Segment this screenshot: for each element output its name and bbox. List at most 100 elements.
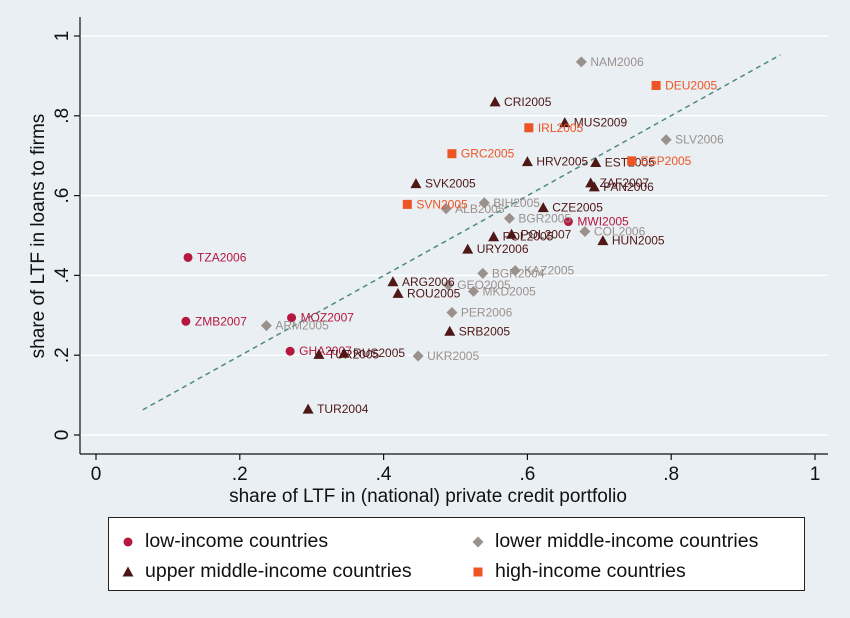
plot-area: [80, 17, 828, 454]
data-point-rou2005: [392, 287, 404, 298]
point-label: SVK2005: [425, 177, 476, 191]
legend-label: high-income countries: [495, 560, 686, 582]
legend-item: low-income countries: [121, 530, 328, 553]
point-label: URY2006: [477, 242, 529, 256]
legend-item: upper middle-income countries: [121, 560, 412, 583]
legend: low-income countries lower middle-income …: [108, 517, 805, 591]
y-axis-title: share of LTF in loans to firms: [28, 114, 49, 359]
point-label: MWI2005: [577, 215, 629, 229]
point-label: BGR2004: [492, 266, 545, 280]
data-point-mwi2005: [563, 217, 573, 227]
point-label: POL2005: [503, 230, 554, 244]
data-point-srb2005: [444, 325, 456, 336]
x-tick-label: .8: [663, 464, 679, 485]
data-point-mus2009: [559, 117, 571, 128]
x-tick-label: .4: [376, 464, 392, 485]
y-tick-label: .8: [52, 108, 73, 124]
point-label: GHA2007: [299, 344, 352, 358]
data-point-tza2006: [183, 252, 193, 262]
legend-label: upper middle-income countries: [145, 560, 412, 582]
x-tick-label: .6: [519, 464, 535, 485]
data-point-col2006: [579, 226, 591, 238]
data-point-pan2006: [588, 181, 600, 192]
data-point-rus2005: [338, 347, 350, 358]
y-tick-label: .2: [52, 347, 73, 363]
point-label: SVN2005: [416, 197, 468, 211]
point-label: RUS2005: [353, 346, 405, 360]
point-label: TUR2005: [328, 347, 380, 361]
x-axis-ticks: 0 .2 .4 .6 .8 1: [91, 454, 820, 485]
fit-line: [142, 54, 781, 411]
data-point-est2005: [590, 156, 602, 167]
data-point-esp2005: [627, 156, 637, 166]
data-point-alb2005: [440, 203, 452, 215]
square-marker-icon: [473, 567, 483, 576]
data-point-irl2005: [524, 123, 534, 133]
data-point-deu2005: [651, 80, 661, 90]
point-label: BIH2005: [493, 196, 540, 210]
point-label: MKD2005: [482, 284, 536, 298]
point-label: NAM2006: [590, 55, 644, 69]
circle-marker-icon: [123, 537, 133, 546]
point-label: ESP2005: [641, 154, 692, 168]
point-label: ARG2006: [402, 275, 455, 289]
point-label: BGR2005: [518, 211, 571, 225]
data-point-ury2006: [462, 243, 474, 254]
point-label: DEU2005: [665, 78, 717, 92]
point-label: KAZ2005: [524, 264, 574, 278]
data-point-tur2004: [302, 403, 314, 414]
data-point-ukr2005: [412, 350, 424, 362]
data-point-arm2005: [260, 320, 272, 332]
point-label: TUR2004: [317, 402, 369, 416]
legend-item: high-income countries: [471, 560, 686, 583]
data-point-tur2005: [313, 348, 325, 359]
point-label: MOZ2007: [301, 311, 355, 325]
point-label: PER2006: [461, 306, 513, 320]
point-label: ZMB2007: [195, 314, 247, 328]
point-label: HRV2005: [536, 155, 588, 169]
diamond-marker-icon: [472, 536, 484, 547]
point-label: GRC2005: [461, 147, 515, 161]
data-point-zmb2007: [181, 316, 191, 326]
data-point-hun2005: [597, 235, 609, 246]
point-label: MUS2009: [574, 116, 628, 130]
y-tick-label: 1: [52, 31, 73, 42]
y-axis-ticks: 0 .2 .4 .6 .8 1: [52, 31, 80, 440]
data-point-cri2005: [489, 96, 501, 107]
data-point-grc2005: [447, 149, 457, 159]
data-point-pol2007: [506, 228, 518, 239]
point-label: ARM2005: [275, 319, 329, 333]
data-point-moz2007: [287, 313, 297, 323]
point-label: GEO2005: [457, 278, 511, 292]
data-point-slv2006: [660, 134, 672, 146]
triangle-marker-icon: [122, 566, 134, 576]
data-point-bgr2004: [477, 267, 489, 279]
point-label: COL2006: [594, 225, 646, 239]
point-label: HUN2005: [612, 234, 665, 248]
point-label: SRB2005: [459, 324, 511, 338]
data-point-pol2005: [488, 231, 500, 242]
data-point-kaz2005: [509, 265, 521, 277]
gridlines: [80, 35, 828, 436]
data-point-per2006: [446, 307, 458, 319]
data-point-svk2005: [410, 178, 422, 189]
data-point-hrv2005: [521, 156, 533, 167]
point-label: SLV2006: [675, 133, 724, 147]
y-tick-label: .4: [52, 267, 73, 283]
point-label: POL2007: [521, 227, 572, 241]
x-tick-label: 0: [91, 464, 102, 485]
data-point-cze2005: [537, 202, 549, 213]
point-label: CRI2005: [504, 95, 552, 109]
data-point-svn2005: [402, 199, 412, 209]
data-points: TZA2006 ZMB2007 MOZ2007 GHA2007 MWI2005 NAM20…: [181, 55, 724, 416]
legend-label: low-income countries: [145, 530, 329, 552]
point-label: PAN2006: [603, 180, 654, 194]
point-label: ROU2005: [407, 286, 461, 300]
data-point-arg2006: [387, 276, 399, 287]
data-point-mkd2005: [467, 285, 479, 297]
point-label: IRL2005: [538, 121, 584, 135]
x-axis-title: share of LTF in (national) private credi…: [229, 486, 627, 507]
legend-label: lower middle-income countries: [495, 530, 759, 552]
x-tick-label: .2: [232, 464, 248, 485]
